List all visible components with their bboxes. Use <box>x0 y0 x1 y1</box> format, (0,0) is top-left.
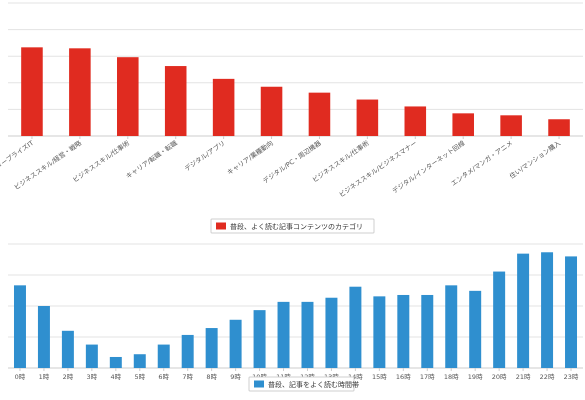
bar <box>13 285 26 368</box>
bar <box>404 106 427 136</box>
x-tick-label: 7時 <box>182 373 193 381</box>
x-tick-label: キャリア/転職・転職 <box>124 138 179 180</box>
x-tick-label: 20時 <box>492 373 507 381</box>
bar <box>61 330 74 368</box>
bar <box>37 306 50 368</box>
x-tick-label: 14時 <box>348 373 363 381</box>
bar <box>308 92 331 136</box>
bar <box>85 344 98 368</box>
legend-box <box>210 218 375 234</box>
x-tick-label: 0時 <box>15 373 26 381</box>
x-tick-label: 17時 <box>420 373 435 381</box>
x-tick-label: 16時 <box>396 373 411 381</box>
bar <box>493 271 506 368</box>
bar <box>325 297 338 368</box>
x-tick-label: 21時 <box>516 373 531 381</box>
bar <box>469 290 482 368</box>
x-tick-label: 15時 <box>372 373 387 381</box>
bar <box>229 319 242 368</box>
bar <box>21 47 43 137</box>
bar <box>253 310 266 368</box>
bar <box>452 113 474 136</box>
bar <box>181 334 194 368</box>
legend-swatch <box>254 380 264 388</box>
time-of-day-bar-chart: 0時1時2時3時4時5時6時7時8時9時10時11時12時13時14時15時16… <box>8 243 583 392</box>
x-tick-label: 6時 <box>158 373 169 381</box>
x-tick-label: 18時 <box>444 373 459 381</box>
bar <box>109 356 122 368</box>
bar <box>133 354 146 368</box>
legend-label: 普段、記事をよく読む時間帯 <box>268 380 359 389</box>
bar <box>69 48 91 136</box>
x-tick-label: キャリア/業種動向 <box>225 138 275 176</box>
bar <box>565 256 578 368</box>
x-tick-label: 4時 <box>110 373 121 381</box>
x-tick-label: 3時 <box>87 373 98 381</box>
category-bar-chart: デジタル/エンタープライズITビジネススキル/経営・戦略ビジネススキル/仕事術キ… <box>0 2 583 234</box>
legend-swatch <box>216 222 226 230</box>
bar <box>500 115 522 136</box>
bar <box>277 301 290 368</box>
legend-label: 普段、よく読む記事コンテンツのカテゴリ <box>230 222 363 231</box>
bar <box>356 99 379 136</box>
x-tick-label: 8時 <box>206 373 217 381</box>
bar <box>548 119 570 136</box>
x-tick-label: 9時 <box>230 373 241 381</box>
x-tick-label: 5時 <box>134 373 145 381</box>
bar <box>212 78 235 136</box>
bar <box>445 285 458 368</box>
bar <box>349 286 362 368</box>
bar <box>164 66 187 136</box>
x-tick-label: デジタル/アプリ <box>183 138 227 173</box>
bar <box>397 294 410 368</box>
bar <box>421 294 434 368</box>
x-tick-label: 2時 <box>63 373 74 381</box>
legend-box <box>248 376 355 392</box>
x-tick-label: 22時 <box>540 373 555 381</box>
x-tick-label: 19時 <box>468 373 483 381</box>
bar <box>373 296 386 368</box>
bar <box>301 301 314 368</box>
x-tick-label: 住い/マンション購入 <box>507 138 562 180</box>
legend: 普段、記事をよく読む時間帯 <box>248 376 359 392</box>
x-tick-label: 1時 <box>39 373 50 381</box>
bar <box>117 57 139 137</box>
bar <box>541 252 554 368</box>
x-tick-label: ビジネススキル/ビジネスマナー <box>337 138 418 199</box>
legend: 普段、よく読む記事コンテンツのカテゴリ <box>210 218 375 234</box>
x-tick-label: 23時 <box>564 373 579 381</box>
bar <box>517 253 530 368</box>
bar <box>157 344 170 368</box>
bar <box>260 86 283 136</box>
bar <box>205 328 218 368</box>
